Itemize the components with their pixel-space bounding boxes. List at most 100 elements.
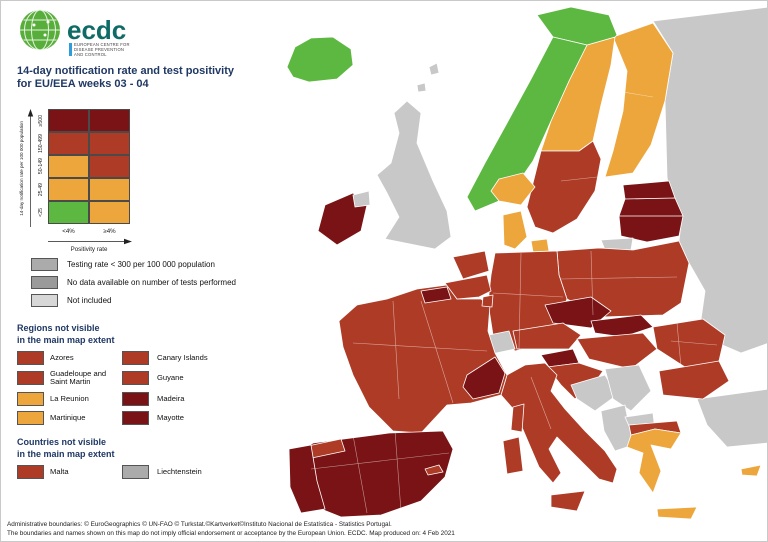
- map-bosnia: [570, 374, 618, 412]
- map-finland: [604, 22, 674, 178]
- legend-swatch: [17, 410, 44, 425]
- matrix-cell-green: [48, 201, 89, 224]
- legend-swatch: [31, 258, 58, 271]
- map-france-nord: [420, 286, 452, 304]
- matrix-cell-orange: [48, 178, 89, 201]
- legend-swatch: [17, 351, 44, 365]
- ecdc-wordmark: ecdc: [67, 15, 126, 45]
- map-italy: [500, 362, 618, 484]
- matrix-col-label: ≥4%: [103, 228, 116, 235]
- map-sardinia: [502, 436, 524, 475]
- map-norway-south: [490, 172, 536, 206]
- legend-label: Madeira: [157, 393, 185, 403]
- region-borders: [310, 90, 718, 514]
- matrix-cell-orange: [89, 201, 130, 224]
- legend-swatch: [122, 351, 149, 365]
- legend-label: La Reunion: [50, 393, 89, 403]
- matrix-row-label-text: 50-149: [37, 158, 44, 175]
- matrix-cell-red: [48, 132, 89, 155]
- matrix-cell-red: [89, 155, 130, 178]
- legend-swatch: [31, 294, 58, 307]
- map-slovakia: [590, 314, 654, 338]
- ecdc-tagline: EUROPEAN CENTRE FOR DISEASE PREVENTION AND…: [69, 42, 130, 57]
- map-crete: [656, 506, 698, 520]
- legend-swatch: [122, 391, 149, 406]
- map-denmark: [502, 210, 528, 250]
- y-axis-arrow-icon: [27, 109, 34, 227]
- footer-line2: The boundaries and names shown on this m…: [7, 530, 455, 537]
- map-shetland: [428, 62, 440, 76]
- map-united-kingdom: [376, 100, 452, 250]
- map-luxembourg: [481, 294, 494, 308]
- matrix-cell-orange: [89, 178, 130, 201]
- map-lithuania: [618, 215, 684, 243]
- countries-legend: Malta Liechtenstein: [17, 465, 249, 479]
- map-cyprus: [740, 464, 762, 477]
- footer-note: Administrative boundaries: © EuroGeograp…: [7, 520, 763, 538]
- grey-legend-item: Not included: [31, 294, 236, 307]
- tagline-line: DISEASE PREVENTION: [74, 46, 125, 52]
- footer-line1: Administrative boundaries: © EuroGeograp…: [7, 521, 392, 528]
- map-sweden-south: [526, 140, 602, 234]
- map-title: 14-day notification rate and test positi…: [17, 65, 234, 91]
- legend-label: Canary Islands: [157, 352, 208, 362]
- legend-label: Mayotte: [157, 412, 185, 422]
- globe-gridlines: [20, 9, 60, 51]
- matrix-y-axis-label: 14-day notification rate per 100 000 pop…: [19, 121, 24, 216]
- grey-legend-item: No data available on number of tests per…: [31, 276, 236, 289]
- map-northern-ireland: [352, 190, 371, 208]
- legend-swatch: [31, 276, 58, 289]
- matrix-grid: [48, 109, 130, 224]
- map-greece: [626, 428, 682, 494]
- grey-legend: Testing rate < 300 per 100 000 populatio…: [31, 258, 236, 312]
- map-austria: [512, 322, 582, 350]
- legend-swatch: [122, 371, 149, 386]
- legend-swatch: [122, 410, 149, 425]
- matrix-row-label: ≥500: [35, 109, 46, 132]
- matrix-row-label: 50-149: [35, 155, 46, 178]
- legend-label: Testing rate < 300 per 100 000 populatio…: [67, 260, 215, 269]
- tagline-bar-icon: [69, 43, 72, 56]
- map-hungary: [576, 332, 658, 370]
- matrix-x-axis-label: Positivity rate: [70, 246, 108, 253]
- legend-swatch: [17, 391, 44, 406]
- matrix-row-label: 150-499: [35, 132, 46, 155]
- map-belgium: [444, 274, 492, 300]
- legend-label: Not included: [67, 296, 112, 305]
- legend-label: Guyane: [157, 373, 184, 383]
- map-bulgaria: [658, 360, 730, 400]
- legend-label: Martinique: [50, 412, 86, 422]
- matrix-row-label-text: 150-499: [37, 133, 44, 154]
- legend-label: Guadeloupe and Saint Martin: [50, 369, 107, 387]
- legend-label: Liechtenstein: [157, 466, 202, 476]
- countries-heading: Countries not visible in the main map ex…: [17, 437, 115, 459]
- regions-heading: Regions not visible in the main map exte…: [17, 323, 115, 345]
- map-denmark-island: [530, 238, 550, 253]
- matrix-cell-darkred: [48, 109, 89, 132]
- legend-swatch: [17, 371, 44, 386]
- regions-legend: Azores Canary Islands Guadeloupe and Saint…: [17, 351, 249, 425]
- legend-swatch: [122, 465, 149, 479]
- legend-label: Azores: [50, 352, 74, 362]
- map-sicily: [550, 490, 586, 512]
- map-serbia: [604, 364, 652, 412]
- map-netherlands: [452, 250, 490, 280]
- tagline-text: EUROPEAN CENTRE FOR DISEASE PREVENTION AND…: [74, 42, 130, 57]
- matrix-row-label: <25: [35, 201, 46, 224]
- ecdc-logo: ecdc: [20, 9, 126, 51]
- matrix-row-label-text: <25: [37, 208, 44, 217]
- map-france-southeast: [462, 356, 506, 400]
- tagline-line: AND CONTROL: [74, 51, 107, 57]
- matrix-row-label: 25-49: [35, 178, 46, 201]
- matrix-col-label: <4%: [62, 228, 75, 235]
- map-portugal: [288, 444, 326, 514]
- map-balearic-islands: [424, 464, 444, 476]
- legend-swatch: [17, 465, 44, 479]
- matrix-row-labels: ≥500 150-499 50-149 25-49 <25: [35, 109, 46, 224]
- map-france: [338, 284, 508, 434]
- matrix-cell-orange: [48, 155, 89, 178]
- matrix-row-label-text: ≥500: [37, 114, 44, 127]
- map-albania-montenegro: [600, 404, 634, 452]
